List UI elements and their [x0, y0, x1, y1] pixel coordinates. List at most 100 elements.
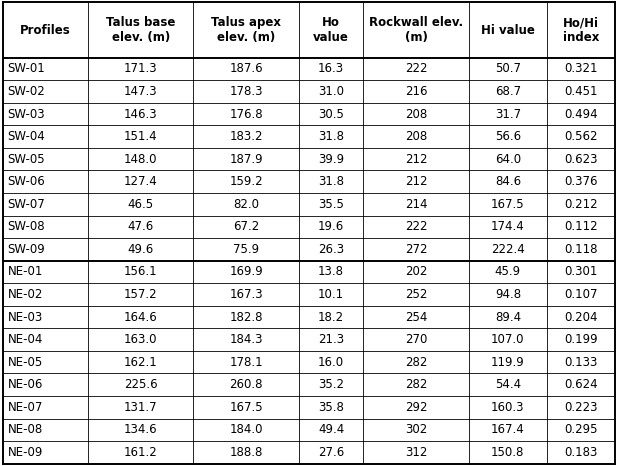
Text: 146.3: 146.3	[124, 108, 158, 121]
Text: 167.4: 167.4	[491, 423, 525, 436]
Text: SW-04: SW-04	[7, 130, 45, 143]
Text: 212: 212	[405, 153, 427, 166]
Text: Talus base
elev. (m): Talus base elev. (m)	[106, 16, 176, 44]
Text: 182.8: 182.8	[229, 310, 263, 323]
Text: 282: 282	[405, 378, 427, 391]
Text: 119.9: 119.9	[491, 356, 525, 369]
Text: 214: 214	[405, 198, 427, 211]
Text: 159.2: 159.2	[229, 175, 263, 188]
Text: 0.321: 0.321	[564, 62, 598, 75]
Text: 302: 302	[405, 423, 427, 436]
Text: 49.6: 49.6	[128, 243, 154, 256]
Text: 0.199: 0.199	[564, 333, 598, 346]
Text: NE-09: NE-09	[7, 446, 43, 459]
Text: 225.6: 225.6	[124, 378, 158, 391]
Text: 0.301: 0.301	[564, 266, 598, 279]
Text: 0.223: 0.223	[564, 401, 598, 414]
Text: 82.0: 82.0	[233, 198, 259, 211]
Text: 147.3: 147.3	[124, 85, 158, 98]
Text: 292: 292	[405, 401, 427, 414]
Text: NE-05: NE-05	[7, 356, 43, 369]
Text: Profiles: Profiles	[20, 23, 71, 36]
Text: 183.2: 183.2	[229, 130, 263, 143]
Text: 178.3: 178.3	[229, 85, 263, 98]
Text: 167.5: 167.5	[491, 198, 525, 211]
Text: Rockwall elev.
(m): Rockwall elev. (m)	[369, 16, 463, 44]
Text: 151.4: 151.4	[124, 130, 158, 143]
Text: 167.3: 167.3	[229, 288, 263, 301]
Text: 31.7: 31.7	[495, 108, 521, 121]
Text: 0.112: 0.112	[564, 220, 598, 233]
Text: 188.8: 188.8	[229, 446, 263, 459]
Text: NE-06: NE-06	[7, 378, 43, 391]
Text: 157.2: 157.2	[124, 288, 158, 301]
Text: 208: 208	[405, 108, 427, 121]
Text: NE-01: NE-01	[7, 266, 43, 279]
Text: SW-09: SW-09	[7, 243, 45, 256]
Text: 10.1: 10.1	[318, 288, 344, 301]
Text: 49.4: 49.4	[318, 423, 344, 436]
Text: 16.3: 16.3	[318, 62, 344, 75]
Text: NE-03: NE-03	[7, 310, 43, 323]
Text: NE-04: NE-04	[7, 333, 43, 346]
Text: 35.8: 35.8	[318, 401, 344, 414]
Text: 0.204: 0.204	[564, 310, 598, 323]
Text: 176.8: 176.8	[229, 108, 263, 121]
Text: 161.2: 161.2	[124, 446, 158, 459]
Text: NE-08: NE-08	[7, 423, 43, 436]
Text: 46.5: 46.5	[128, 198, 154, 211]
Text: 67.2: 67.2	[233, 220, 259, 233]
Text: 0.107: 0.107	[564, 288, 598, 301]
Text: 27.6: 27.6	[318, 446, 344, 459]
Text: 50.7: 50.7	[495, 62, 521, 75]
Text: 134.6: 134.6	[124, 423, 158, 436]
Text: 282: 282	[405, 356, 427, 369]
Text: 272: 272	[405, 243, 427, 256]
Text: 131.7: 131.7	[124, 401, 158, 414]
Text: 0.623: 0.623	[564, 153, 598, 166]
Text: 174.4: 174.4	[491, 220, 525, 233]
Text: 222: 222	[405, 62, 427, 75]
Text: 19.6: 19.6	[318, 220, 344, 233]
Text: 184.0: 184.0	[229, 423, 263, 436]
Text: SW-05: SW-05	[7, 153, 45, 166]
Text: 68.7: 68.7	[495, 85, 521, 98]
Text: 35.5: 35.5	[318, 198, 344, 211]
Text: 45.9: 45.9	[495, 266, 521, 279]
Text: 212: 212	[405, 175, 427, 188]
Text: 222: 222	[405, 220, 427, 233]
Text: 84.6: 84.6	[495, 175, 521, 188]
Text: 35.2: 35.2	[318, 378, 344, 391]
Text: 94.8: 94.8	[495, 288, 521, 301]
Text: SW-01: SW-01	[7, 62, 45, 75]
Text: 167.5: 167.5	[229, 401, 263, 414]
Text: 0.451: 0.451	[564, 85, 598, 98]
Text: 64.0: 64.0	[495, 153, 521, 166]
Text: SW-02: SW-02	[7, 85, 45, 98]
Text: SW-06: SW-06	[7, 175, 45, 188]
Text: 56.6: 56.6	[495, 130, 521, 143]
Text: Talus apex
elev. (m): Talus apex elev. (m)	[211, 16, 281, 44]
Text: 222.4: 222.4	[491, 243, 525, 256]
Text: 252: 252	[405, 288, 427, 301]
Text: 0.376: 0.376	[564, 175, 598, 188]
Text: NE-02: NE-02	[7, 288, 43, 301]
Text: 171.3: 171.3	[124, 62, 158, 75]
Text: SW-03: SW-03	[7, 108, 45, 121]
Text: 178.1: 178.1	[229, 356, 263, 369]
Text: SW-08: SW-08	[7, 220, 45, 233]
Text: 0.494: 0.494	[564, 108, 598, 121]
Text: 18.2: 18.2	[318, 310, 344, 323]
Text: 187.6: 187.6	[229, 62, 263, 75]
Text: 0.562: 0.562	[564, 130, 598, 143]
Text: 160.3: 160.3	[491, 401, 525, 414]
Text: 0.183: 0.183	[564, 446, 598, 459]
Text: 187.9: 187.9	[229, 153, 263, 166]
Text: 270: 270	[405, 333, 427, 346]
Text: 150.8: 150.8	[491, 446, 525, 459]
Text: 75.9: 75.9	[233, 243, 259, 256]
Text: 260.8: 260.8	[229, 378, 263, 391]
Text: 216: 216	[405, 85, 427, 98]
Text: 31.0: 31.0	[318, 85, 344, 98]
Text: 184.3: 184.3	[229, 333, 263, 346]
